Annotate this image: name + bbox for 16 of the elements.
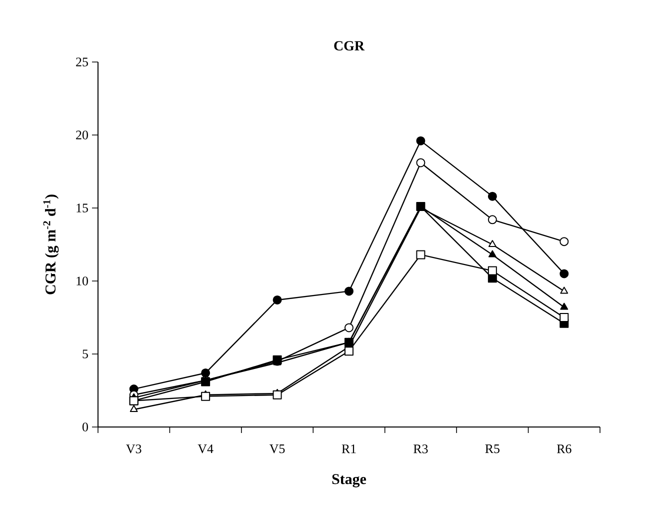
- x-axis-title: Stage: [332, 474, 366, 488]
- y-axis-title: CGR (g m$^{-2}$ d$^{-1}$): [43, 194, 59, 294]
- y-tick-label: 5: [82, 350, 88, 358]
- x-tick-label: V3: [126, 444, 142, 454]
- y-tick-label: 15: [76, 204, 88, 212]
- x-tick-label: R1: [342, 444, 356, 454]
- x-tick-label: R3: [414, 444, 428, 454]
- x-tick-label: R6: [556, 444, 572, 454]
- y-tick-label: 0: [82, 422, 88, 432]
- x-tick-label: V4: [198, 444, 214, 454]
- x-tick-label: R5: [485, 444, 500, 454]
- y-tick-label: 20: [76, 130, 88, 140]
- x-tick-label: V5: [270, 444, 285, 454]
- y-tick-label: 10: [76, 276, 88, 286]
- y-tick-label: 25: [76, 58, 88, 66]
- chart-title: CGR: [334, 41, 365, 51]
